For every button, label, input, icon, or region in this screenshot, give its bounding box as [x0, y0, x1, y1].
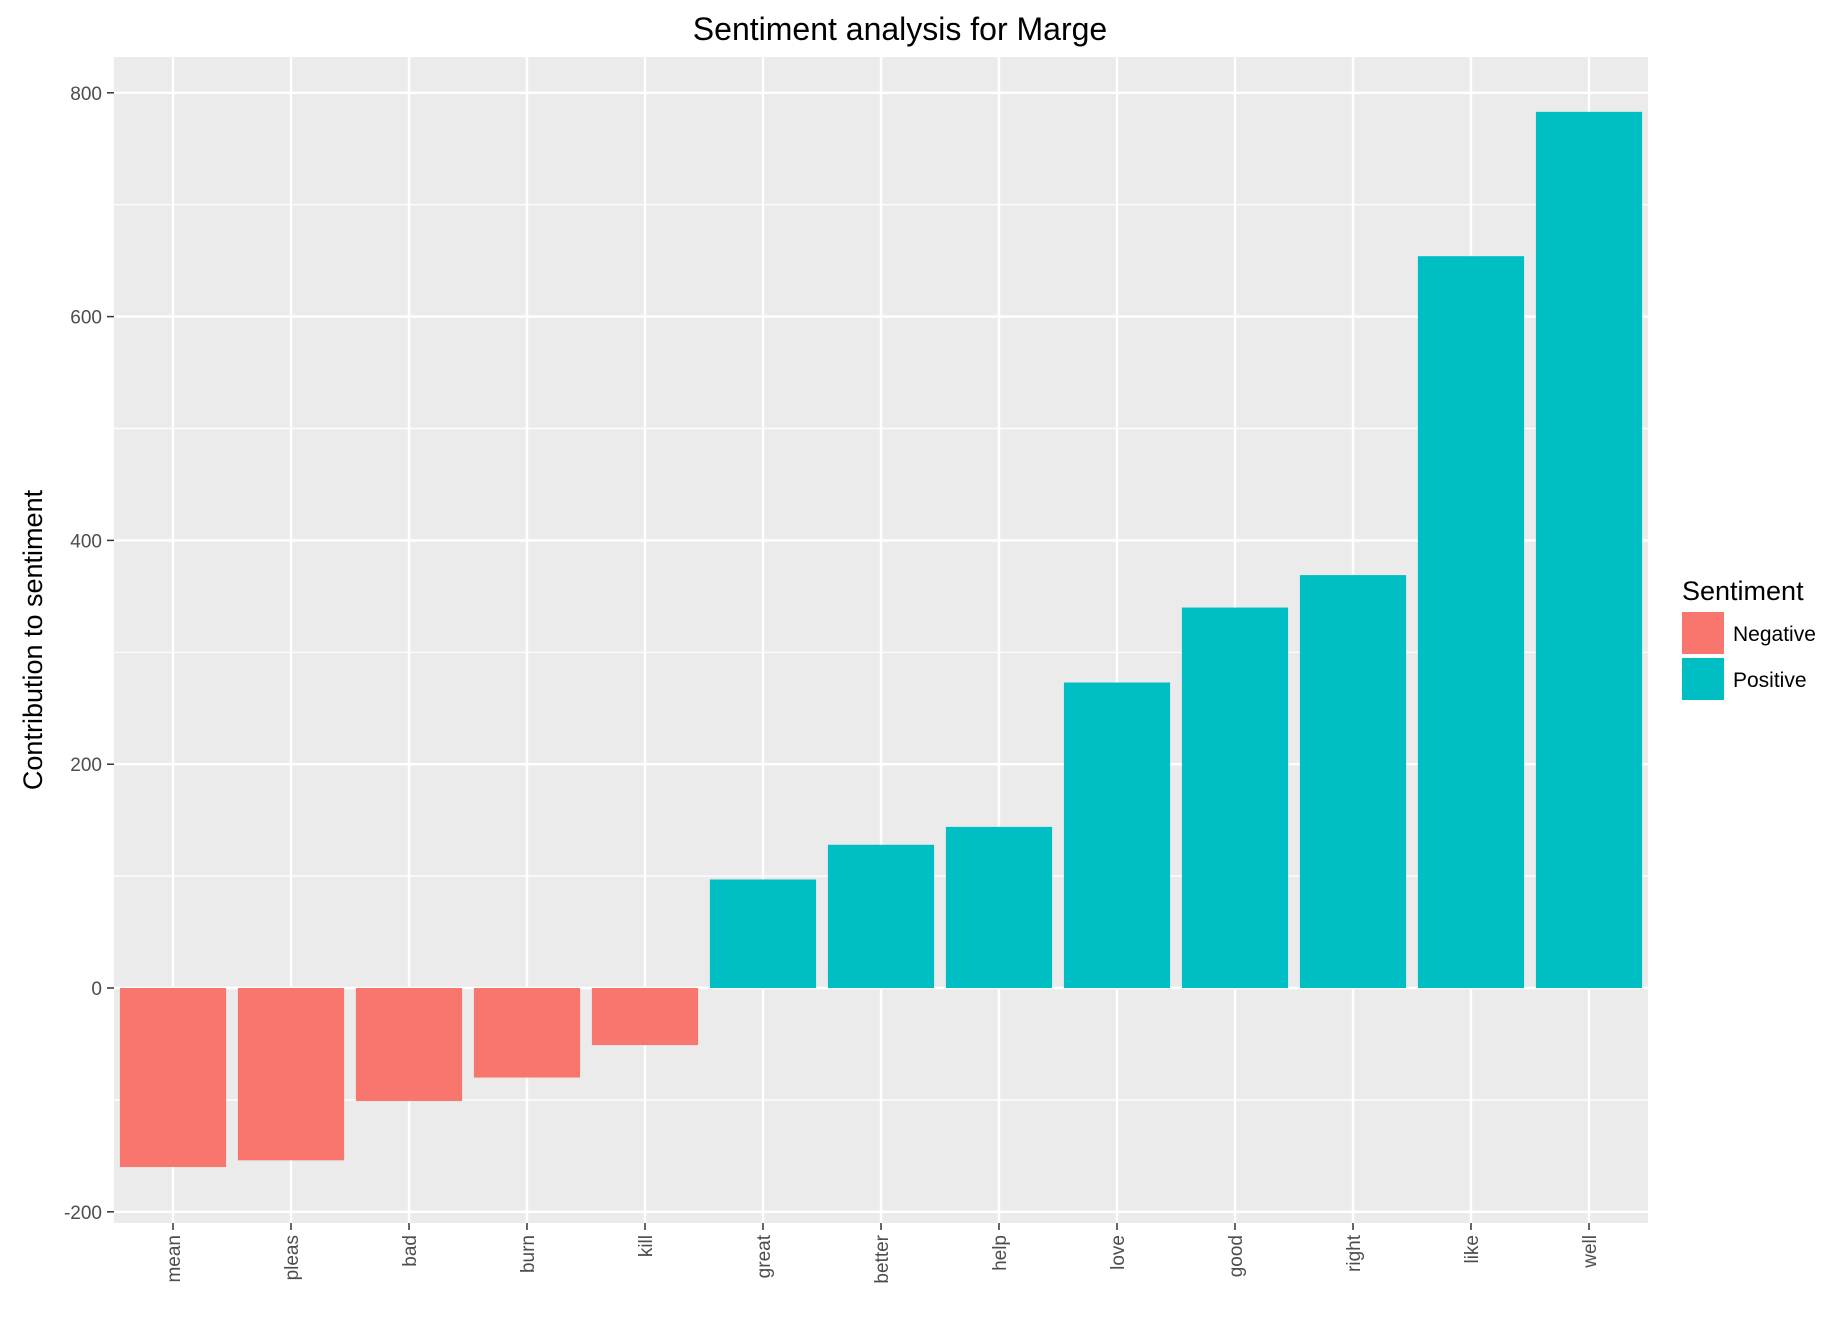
- x-tick-label: kill: [636, 1235, 657, 1257]
- bar-help: [945, 826, 1053, 989]
- x-tick-label: like: [1462, 1235, 1483, 1264]
- y-tick-label: -200: [64, 1203, 102, 1224]
- y-tick-label: 800: [70, 84, 102, 105]
- legend-key-negative: [1682, 612, 1724, 654]
- chart-title: Sentiment analysis for Marge: [693, 11, 1107, 47]
- x-tick-label: well: [1580, 1235, 1601, 1269]
- legend-label-positive: Positive: [1733, 669, 1807, 692]
- legend: Sentiment Negative Positive: [1682, 576, 1816, 700]
- x-tick-label: love: [1108, 1235, 1129, 1270]
- bar-bad: [355, 988, 463, 1102]
- legend-title: Sentiment: [1682, 576, 1804, 606]
- bar-pleas: [237, 988, 345, 1161]
- bar-good: [1181, 607, 1289, 989]
- y-tick-label: 400: [70, 531, 102, 552]
- legend-label-negative: Negative: [1733, 623, 1816, 646]
- x-tick-label: right: [1344, 1234, 1365, 1272]
- plot-panel: -200 0 200 400 600 800 mean pleas bad burn kill gre…: [64, 57, 1648, 1284]
- x-tick-label: better: [872, 1234, 893, 1283]
- bar-better: [827, 844, 935, 989]
- bar-love: [1063, 682, 1171, 989]
- bar-well: [1535, 111, 1643, 989]
- x-tick-label: burn: [518, 1235, 539, 1273]
- x-tick-label: pleas: [282, 1235, 303, 1280]
- x-tick-label: bad: [400, 1235, 421, 1267]
- x-tick-label: great: [754, 1234, 775, 1278]
- bar-great: [709, 879, 817, 989]
- bar-right: [1299, 575, 1407, 989]
- x-tick-label: help: [990, 1235, 1011, 1271]
- bar-like: [1417, 256, 1525, 989]
- y-tick-label: 0: [91, 979, 102, 1000]
- bar-mean: [119, 988, 227, 1168]
- x-tick-label: good: [1226, 1235, 1247, 1277]
- bar-burn: [473, 988, 581, 1078]
- y-axis-title: Contribution to sentiment: [18, 489, 48, 790]
- bar-kill: [591, 988, 699, 1046]
- y-tick-label: 600: [70, 308, 102, 329]
- y-tick-label: 200: [70, 755, 102, 776]
- x-tick-label: mean: [164, 1235, 185, 1283]
- legend-key-positive: [1682, 658, 1724, 700]
